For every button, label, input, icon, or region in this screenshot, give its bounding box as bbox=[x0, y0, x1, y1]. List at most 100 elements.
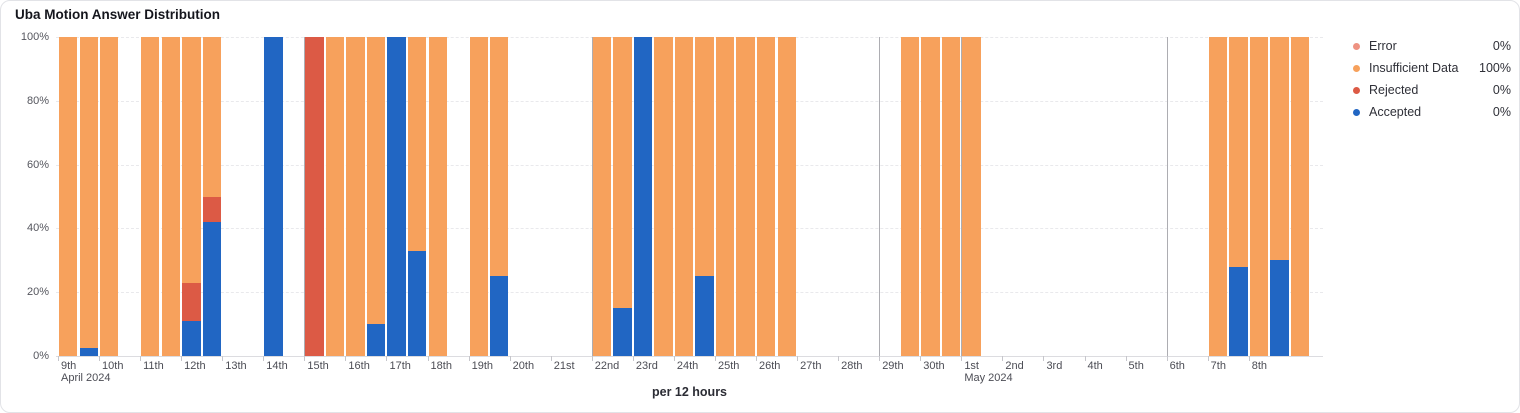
y-axis-tick-label: 60% bbox=[26, 158, 49, 171]
x-axis-tick-label: 19th bbox=[471, 360, 494, 372]
x-axis-tick bbox=[1249, 356, 1250, 361]
bar-segment-insufficient-data bbox=[695, 37, 714, 277]
x-axis-tick-label: 13th bbox=[225, 360, 247, 372]
x-axis-tick bbox=[1208, 356, 1209, 361]
x-axis-tick-label: 29th bbox=[882, 360, 904, 372]
bar-segment-insufficient-data bbox=[469, 37, 488, 356]
x-axis-tick-label: 9th bbox=[61, 360, 77, 372]
x-axis-tick bbox=[263, 356, 264, 361]
x-axis-tick bbox=[633, 356, 634, 361]
stacked-bar[interactable] bbox=[1229, 37, 1248, 356]
stacked-bar[interactable] bbox=[161, 37, 180, 356]
x-axis-tick bbox=[674, 356, 675, 361]
stacked-bar[interactable] bbox=[100, 37, 119, 356]
stacked-bar[interactable] bbox=[264, 37, 283, 356]
stacked-bar[interactable] bbox=[900, 37, 920, 356]
stacked-bar[interactable] bbox=[1270, 37, 1289, 356]
x-axis-tick bbox=[140, 356, 141, 361]
stacked-bar[interactable] bbox=[59, 37, 78, 356]
legend: Error 0% Insufficient Data 100% Rejected 0% Ac… bbox=[1353, 35, 1511, 123]
stacked-bar[interactable] bbox=[305, 37, 324, 356]
x-axis-tick-label: 15th bbox=[307, 360, 329, 372]
stacked-bar[interactable] bbox=[490, 37, 509, 356]
legend-item-insufficient-data[interactable]: Insufficient Data 100% bbox=[1353, 57, 1511, 79]
bar-segment-accepted bbox=[366, 324, 386, 356]
x-axis-tick bbox=[428, 356, 429, 361]
x-axis-tick bbox=[222, 356, 223, 361]
legend-value: 0% bbox=[1492, 83, 1511, 97]
bar-segment-insufficient-data bbox=[325, 37, 345, 356]
stacked-bar[interactable] bbox=[941, 37, 961, 356]
x-axis-tick bbox=[1126, 356, 1127, 361]
bar-segment-accepted bbox=[202, 222, 222, 356]
stacked-bar[interactable] bbox=[1290, 37, 1310, 356]
x-axis-tick bbox=[1002, 356, 1003, 361]
stacked-bar[interactable] bbox=[715, 37, 735, 356]
legend-item-accepted[interactable]: Accepted 0% bbox=[1353, 101, 1511, 123]
bar-segment-rejected bbox=[182, 282, 201, 321]
x-axis-tick bbox=[592, 356, 593, 361]
stacked-bar[interactable] bbox=[428, 37, 447, 356]
x-axis-tick-label: 23rd bbox=[635, 360, 658, 372]
stacked-bar[interactable] bbox=[325, 37, 345, 356]
week-boundary-line bbox=[592, 37, 593, 356]
stacked-bar[interactable] bbox=[962, 37, 981, 356]
legend-label: Error bbox=[1369, 39, 1397, 53]
bar-segment-insufficient-data bbox=[408, 37, 427, 251]
bar-segment-insufficient-data bbox=[962, 37, 981, 356]
stacked-bar[interactable] bbox=[695, 37, 714, 356]
stacked-bar[interactable] bbox=[654, 37, 673, 356]
stacked-bar[interactable] bbox=[202, 37, 222, 356]
stacked-bar[interactable] bbox=[79, 37, 98, 356]
stacked-bar[interactable] bbox=[387, 37, 406, 356]
bar-segment-accepted bbox=[387, 37, 406, 356]
legend-label: Accepted bbox=[1369, 105, 1422, 119]
bar-segment-insufficient-data bbox=[941, 37, 961, 356]
bar-segment-insufficient-data bbox=[59, 37, 78, 356]
week-boundary-line bbox=[961, 37, 962, 356]
stacked-bar[interactable] bbox=[182, 37, 201, 356]
x-axis-line bbox=[56, 356, 1323, 357]
x-axis-tick-label: 11th bbox=[143, 360, 164, 372]
legend-label: Insufficient Data bbox=[1369, 61, 1459, 75]
x-axis-tick bbox=[920, 356, 921, 361]
legend-item-error[interactable]: Error 0% bbox=[1353, 35, 1511, 57]
bar-segment-insufficient-data bbox=[736, 37, 755, 356]
x-axis-tick-label: 28th bbox=[841, 360, 863, 372]
stacked-bar[interactable] bbox=[921, 37, 940, 356]
stacked-bar[interactable] bbox=[469, 37, 488, 356]
bar-segment-insufficient-data bbox=[182, 37, 201, 283]
stacked-bar[interactable] bbox=[757, 37, 776, 356]
x-axis-tick-label: 8th bbox=[1251, 360, 1268, 372]
bar-segment-insufficient-data bbox=[715, 37, 735, 356]
stacked-bar[interactable] bbox=[736, 37, 755, 356]
x-axis-tick bbox=[345, 356, 346, 361]
chart-title: Uba Motion Answer Distribution bbox=[15, 7, 220, 22]
stacked-bar[interactable] bbox=[592, 37, 612, 356]
stacked-bar[interactable] bbox=[1249, 37, 1269, 356]
stacked-bar[interactable] bbox=[346, 37, 365, 356]
x-axis-tick bbox=[551, 356, 552, 361]
stacked-bar[interactable] bbox=[674, 37, 694, 356]
stacked-bar[interactable] bbox=[633, 37, 653, 356]
x-axis-tick-label: 2nd bbox=[1005, 360, 1024, 372]
x-axis-tick bbox=[961, 356, 962, 361]
legend-label: Rejected bbox=[1369, 83, 1419, 97]
stacked-bar[interactable] bbox=[408, 37, 427, 356]
stacked-bar[interactable] bbox=[141, 37, 160, 356]
bar-segment-accepted bbox=[264, 37, 283, 356]
x-axis-tick-label: 20th bbox=[512, 360, 535, 372]
bar-segment-insufficient-data bbox=[346, 37, 365, 356]
bar-segment-accepted bbox=[490, 276, 509, 356]
stacked-bar[interactable] bbox=[613, 37, 632, 356]
stacked-bar[interactable] bbox=[1208, 37, 1227, 356]
stacked-bar[interactable] bbox=[366, 37, 386, 356]
bar-segment-insufficient-data bbox=[79, 37, 98, 349]
x-axis-tick-label: 10th bbox=[102, 360, 124, 372]
bar-segment-accepted bbox=[613, 308, 632, 356]
legend-item-rejected[interactable]: Rejected 0% bbox=[1353, 79, 1511, 101]
stacked-bar[interactable] bbox=[777, 37, 796, 356]
x-axis-month-label: April 2024 bbox=[61, 372, 111, 384]
x-axis-tick-label: 26th bbox=[759, 360, 781, 372]
